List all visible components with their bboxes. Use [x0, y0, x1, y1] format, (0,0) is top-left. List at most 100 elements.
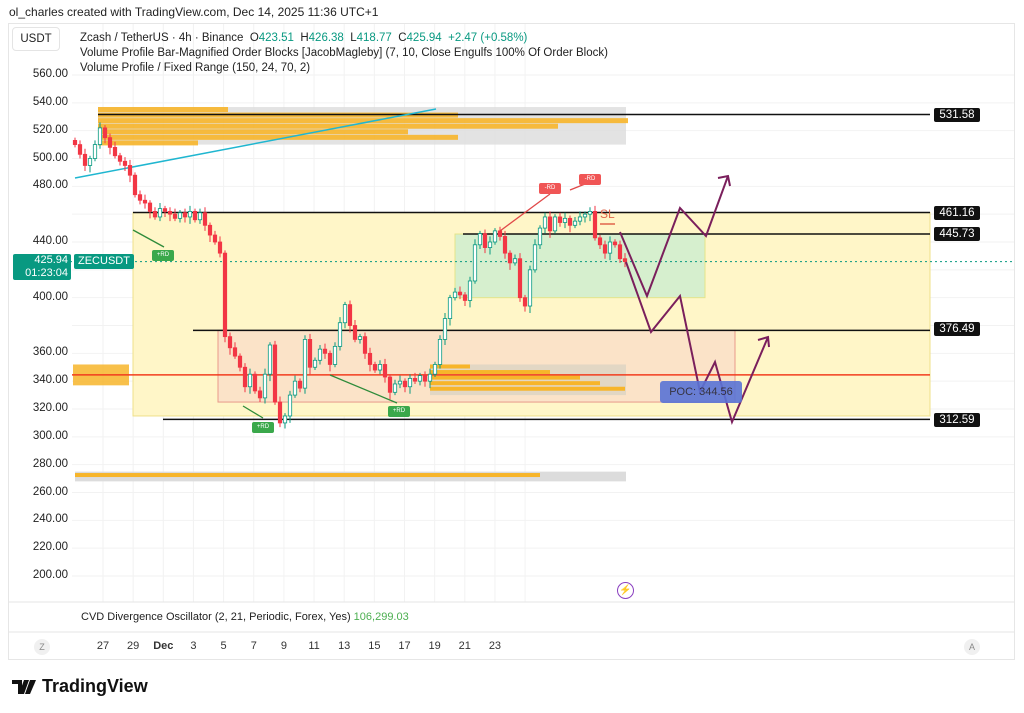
level-label: 461.16	[934, 206, 980, 220]
current-price-label: 425.94 01:23:04	[13, 254, 71, 280]
candle-body	[197, 212, 203, 221]
level-label: 531.58	[934, 108, 980, 122]
candle-body	[352, 325, 358, 340]
candle-body	[312, 359, 318, 368]
volume-profile-bar	[430, 370, 550, 375]
close-value: 425.94	[406, 32, 442, 44]
candle-body	[407, 377, 413, 388]
candle-body	[202, 212, 208, 226]
time-tick: 9	[280, 640, 287, 652]
candle-body	[517, 258, 523, 299]
candle-body	[262, 373, 268, 399]
candle-body	[557, 216, 563, 223]
indicator-legend-2[interactable]: Volume Profile / Fixed Range (150, 24, 7…	[80, 62, 311, 74]
candle-body	[447, 297, 453, 319]
candle-body	[257, 390, 263, 399]
high-label: H	[300, 32, 309, 44]
candle-body	[412, 377, 418, 382]
level-label: 376.49	[934, 322, 980, 336]
change-value: +2.47 (+0.58%)	[448, 32, 528, 44]
time-tick: 15	[368, 640, 381, 652]
currency-selector[interactable]: USDT	[12, 27, 60, 51]
divergence-line	[329, 374, 398, 404]
time-tick: 3	[190, 640, 197, 652]
candle-body	[92, 144, 98, 159]
candle-body	[297, 380, 303, 389]
price-tick: 260.00	[32, 485, 68, 498]
candle-body	[132, 174, 138, 196]
price-tick: 320.00	[32, 402, 68, 414]
candle-body	[462, 294, 468, 301]
auto-scale-button[interactable]: A	[964, 639, 980, 655]
candle-body	[77, 144, 83, 155]
candle-body	[467, 280, 473, 301]
candle-body	[597, 237, 603, 246]
volume-profile-bar	[430, 381, 600, 386]
chart-frame	[8, 23, 1015, 660]
candle-body	[452, 291, 458, 299]
symbol-legend: Zcash / TetherUS · 4h · Binance O423.51 …	[80, 32, 527, 44]
candle-body	[247, 373, 253, 388]
candle-body	[147, 202, 153, 212]
volume-profile-bar	[98, 123, 558, 129]
candle-body	[417, 375, 423, 382]
candle-body	[207, 224, 213, 236]
candle-body	[587, 210, 593, 215]
bar-countdown: 01:23:04	[25, 267, 68, 279]
low-label: L	[350, 32, 357, 44]
candle-body	[177, 212, 183, 219]
price-tick: 220.00	[32, 541, 68, 554]
volume-profile-bar	[75, 473, 540, 478]
time-tick: 5	[220, 640, 227, 652]
price-tick: 340.00	[32, 374, 68, 387]
candle-body	[217, 241, 223, 254]
candle-body	[127, 165, 133, 176]
zoom-button[interactable]: Z	[34, 639, 50, 655]
level-label: 445.73	[934, 227, 980, 241]
indicator-legend-1[interactable]: Volume Profile Bar-Magnified Order Block…	[80, 47, 608, 59]
candle-body	[392, 383, 398, 393]
candle-body	[522, 297, 528, 307]
candle-body	[152, 210, 158, 218]
candle-body	[362, 336, 368, 354]
candle-body	[222, 252, 228, 338]
candle-body	[367, 352, 373, 365]
candle-body	[182, 212, 188, 218]
candle-body	[482, 233, 488, 248]
minus-rd-tag: -RD	[539, 183, 561, 194]
candle-body	[232, 347, 238, 357]
projection-arrowhead	[717, 174, 731, 187]
lightning-icon[interactable]: ⚡	[617, 582, 634, 599]
candle-body	[422, 375, 428, 382]
volume-profile-bar	[98, 129, 408, 135]
candle-body	[572, 220, 578, 226]
candle-body	[547, 216, 553, 232]
price-tick: 440.00	[32, 235, 68, 247]
candle-body	[437, 339, 443, 365]
candle-body	[457, 291, 463, 296]
candle-body	[432, 364, 438, 375]
candle-body	[97, 127, 103, 145]
candle-body	[342, 304, 348, 324]
candle-body	[487, 241, 493, 248]
candle-body	[337, 322, 343, 347]
candle-body	[477, 233, 483, 246]
candle-body	[252, 373, 258, 392]
tradingview-logo-icon	[12, 679, 36, 694]
volume-profile-bar	[98, 118, 628, 124]
high-value: 426.38	[308, 32, 344, 44]
cvd-legend: CVD Divergence Oscillator (2, 21, Period…	[81, 611, 409, 623]
time-tick: 29	[127, 640, 140, 652]
price-tick: 500.00	[32, 151, 68, 164]
candle-body	[272, 344, 278, 403]
time-tick: 17	[398, 640, 411, 652]
close-label: C	[398, 32, 407, 44]
candle-body	[617, 244, 623, 260]
stop-loss-label[interactable]: SL	[600, 207, 615, 221]
level-label: 312.59	[934, 413, 980, 427]
candle-body	[237, 355, 243, 368]
volume-profile-bar	[98, 107, 228, 113]
poc-label[interactable]: POC: 344.56	[660, 381, 742, 403]
plus-rd-tag: +RD	[252, 422, 274, 433]
